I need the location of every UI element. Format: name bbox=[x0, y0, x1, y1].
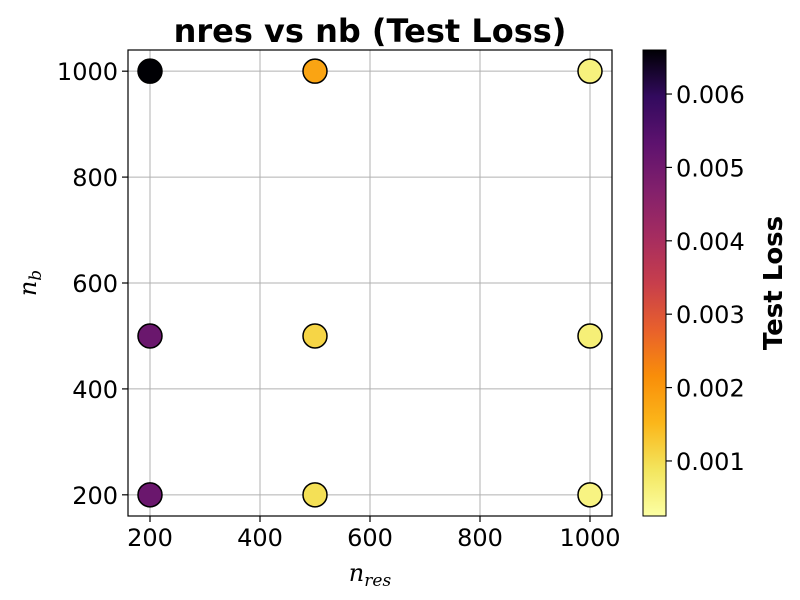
scatter-point bbox=[577, 482, 603, 508]
y-axis-label-main: n bbox=[14, 281, 42, 296]
scatter-point bbox=[302, 482, 328, 508]
x-tick-label: 400 bbox=[237, 524, 283, 552]
scatter-point bbox=[137, 482, 163, 508]
y-tick-label: 200 bbox=[72, 482, 118, 510]
x-tick-label: 1000 bbox=[559, 524, 620, 552]
scatter-point bbox=[577, 58, 603, 84]
x-tick-label: 200 bbox=[127, 524, 173, 552]
colorbar-label: Test Loss bbox=[759, 216, 789, 350]
grid-lines bbox=[128, 50, 612, 516]
colorbar-tick-label: 0.004 bbox=[676, 228, 745, 256]
colorbar-tick-label: 0.002 bbox=[676, 375, 745, 403]
colorbar-tick-label: 0.005 bbox=[676, 154, 745, 182]
x-axis-label: nres bbox=[349, 559, 392, 591]
y-axis-label: nb bbox=[14, 270, 46, 296]
chart-title: nres vs nb (Test Loss) bbox=[174, 12, 567, 50]
colorbar-tick-label: 0.006 bbox=[676, 81, 745, 109]
x-axis-label-main: n bbox=[349, 559, 364, 587]
y-axis-label-sub: b bbox=[26, 270, 46, 281]
colorbar-tick-label: 0.001 bbox=[676, 448, 745, 476]
axis-ticks: 200 400 600 800 1000 200 400 600 800 1000 bbox=[57, 58, 621, 552]
x-tick-label: 800 bbox=[457, 524, 503, 552]
data-points bbox=[137, 58, 603, 508]
scatter-point bbox=[302, 323, 328, 349]
colorbar bbox=[642, 49, 667, 517]
x-tick-label: 600 bbox=[347, 524, 393, 552]
scatter-point bbox=[577, 323, 603, 349]
scatter-point bbox=[137, 58, 163, 84]
y-tick-label: 800 bbox=[72, 164, 118, 192]
y-tick-label: 1000 bbox=[57, 58, 118, 86]
y-tick-label: 400 bbox=[72, 376, 118, 404]
colorbar-ticks: 0.001 0.002 0.003 0.004 0.005 0.006 bbox=[666, 81, 745, 476]
colorbar-tick-label: 0.003 bbox=[676, 301, 745, 329]
y-tick-label: 600 bbox=[72, 270, 118, 298]
scatter-point bbox=[302, 58, 328, 84]
x-axis-label-sub: res bbox=[364, 571, 391, 591]
scatter-point bbox=[137, 323, 163, 349]
